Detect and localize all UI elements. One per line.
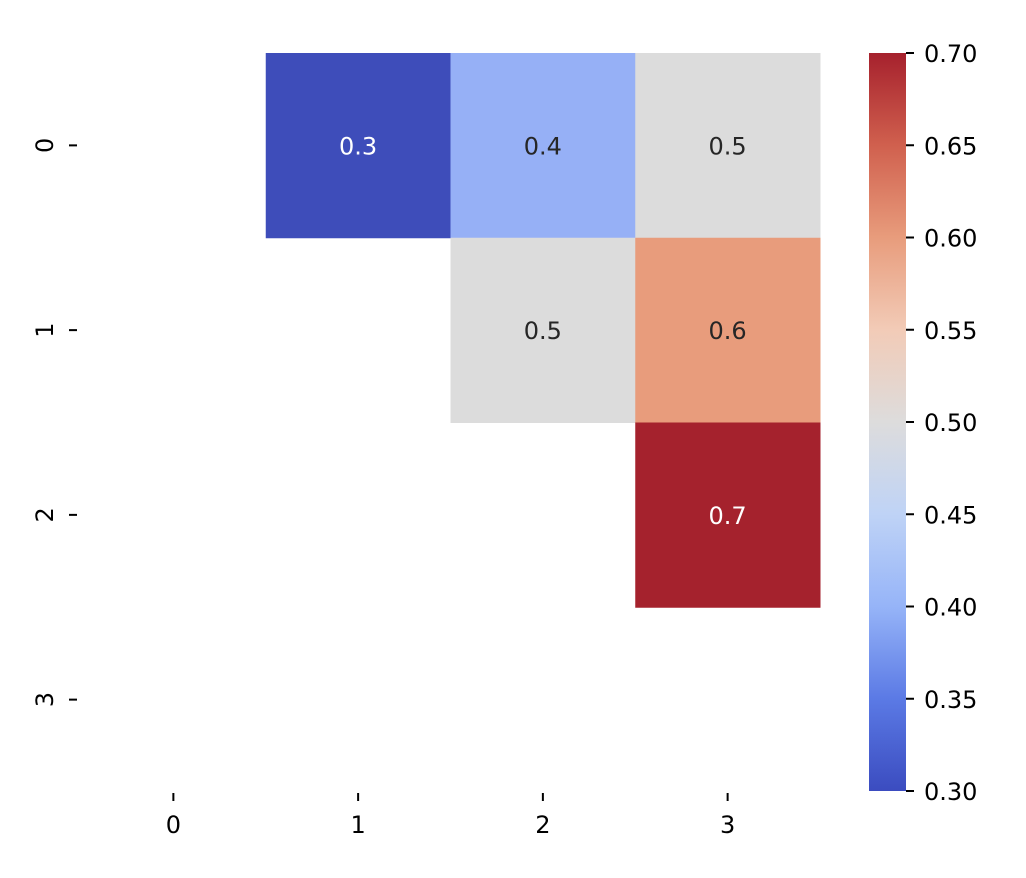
y-tick-label-1: 1 [31,322,59,337]
heatmap-cell-r1-c2 [450,237,636,423]
x-tick-label-1: 1 [350,811,365,839]
colorbar-tick-label-2: 0.40 [924,594,977,622]
heatmap-cell-label-r1-c3: 0.6 [709,317,747,345]
heatmap-cell-r1-c3 [635,237,821,423]
heatmap-cell-label-r0-c1: 0.3 [339,132,377,160]
y-axis: 0 1 2 3 [31,138,77,707]
x-tick-label-0: 0 [166,811,181,839]
y-tick-label-2: 2 [31,507,59,522]
colorbar-tick-label-3: 0.45 [924,501,977,529]
heatmap-cell-label-r1-c2: 0.5 [524,317,562,345]
colorbar-tick-label-6: 0.60 [924,225,977,253]
colorbar-tick-label-4: 0.50 [924,409,977,437]
heatmap-cell-label-r2-c3: 0.7 [709,502,747,530]
heatmap-cells [265,53,821,608]
colorbar-bar [869,53,906,791]
colorbar-tick-label-8: 0.70 [924,40,977,68]
colorbar: 0.30 0.35 0.40 0.45 0.50 0.55 0.60 0.65 0.70 [869,40,977,806]
x-axis: 0 1 2 3 [166,793,735,839]
heatmap-cell-r2-c3 [635,422,821,608]
heatmap-cell-label-r0-c3: 0.5 [709,132,747,160]
heatmap-cell-label-r0-c2: 0.4 [524,132,562,160]
x-tick-label-2: 2 [535,811,550,839]
heatmap-cell-r0-c2 [450,53,636,239]
colorbar-tick-label-1: 0.35 [924,686,977,714]
heatmap-cell-labels: 0.3 0.4 0.5 0.5 0.6 0.7 [339,132,747,530]
colorbar-tick-label-0: 0.30 [924,778,977,806]
heatmap-cell-r0-c3 [635,53,821,239]
x-tick-label-3: 3 [720,811,735,839]
heatmap-cell-r0-c1 [265,53,451,239]
colorbar-tick-label-5: 0.55 [924,317,977,345]
y-tick-label-0: 0 [31,138,59,153]
y-tick-label-3: 3 [31,692,59,707]
colorbar-tick-label-7: 0.65 [924,132,977,160]
